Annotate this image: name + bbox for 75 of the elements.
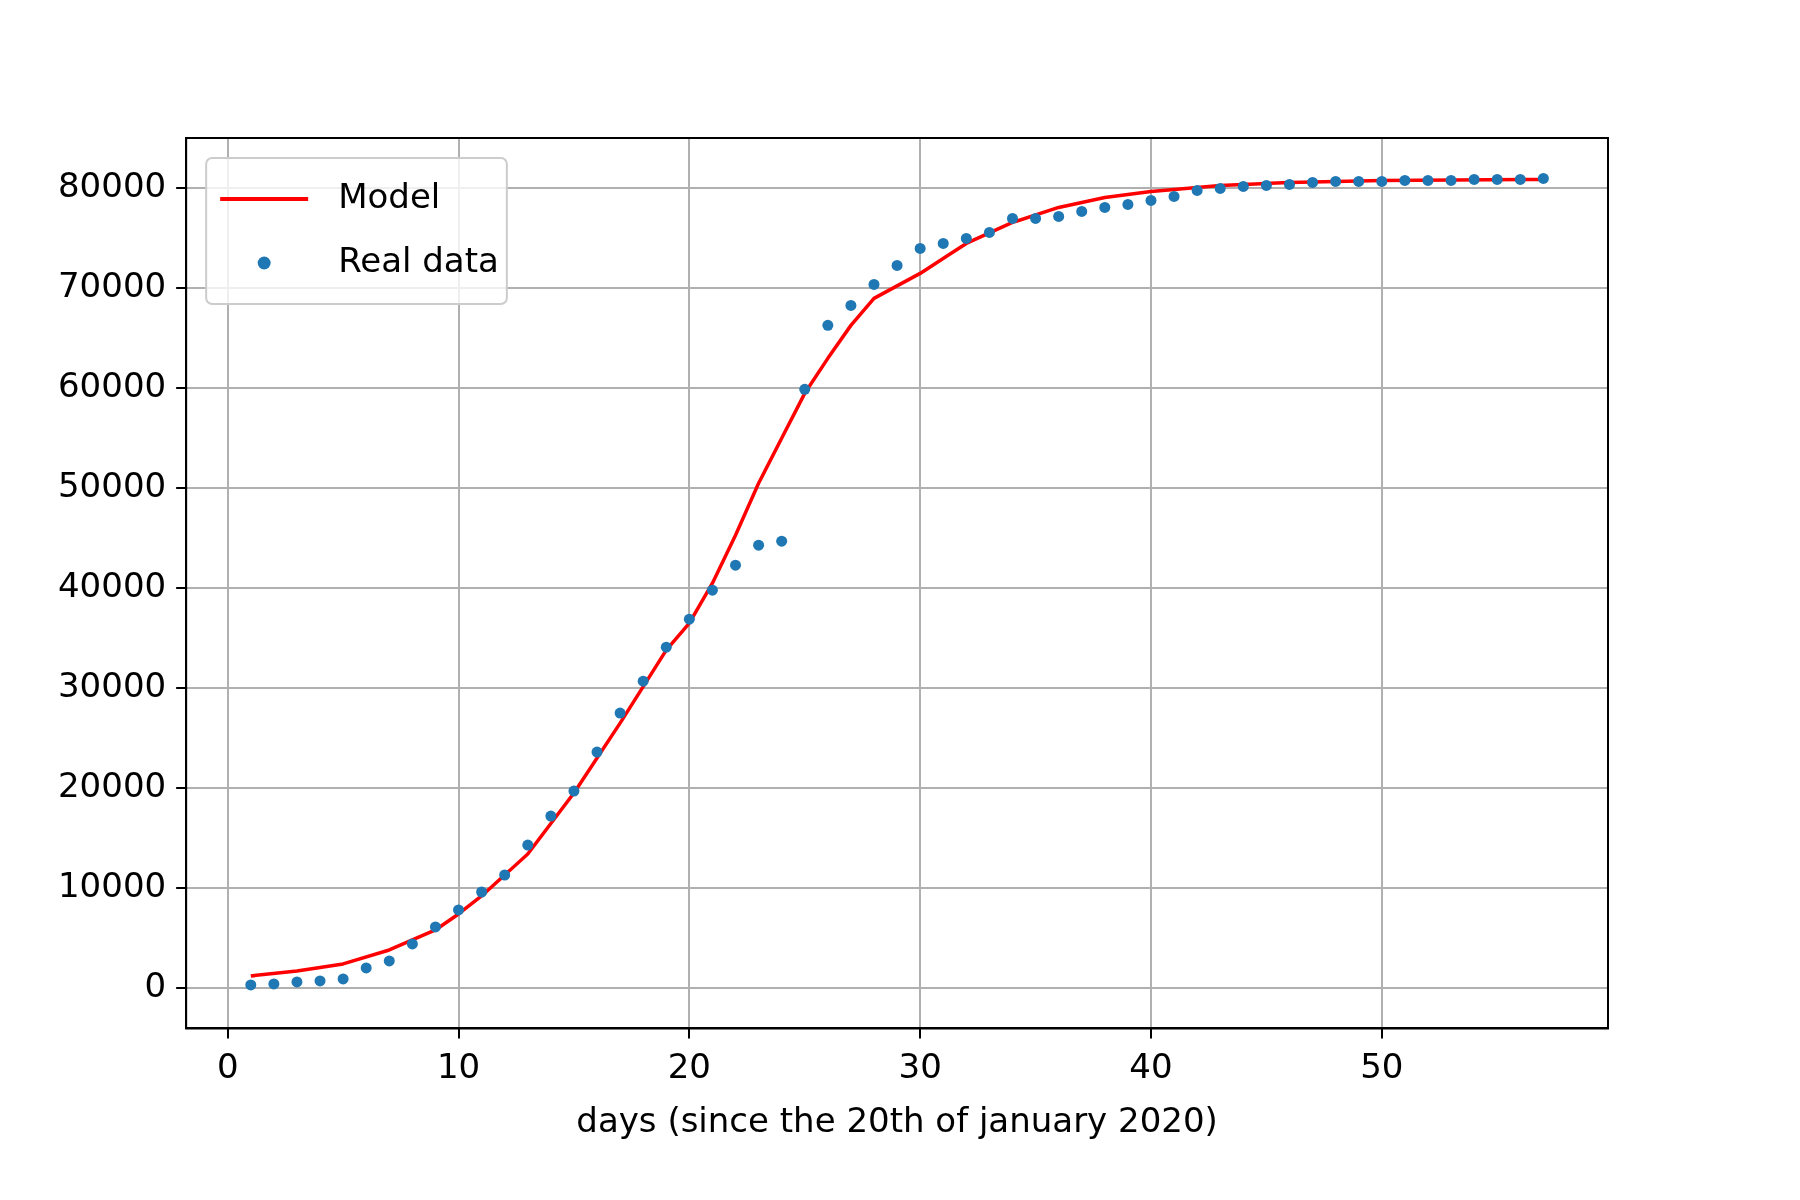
point	[914, 242, 926, 254]
point	[1006, 212, 1018, 224]
point	[1214, 182, 1226, 194]
point	[730, 559, 742, 571]
y-tick-label: 0	[144, 964, 167, 1005]
x-tick-label: 50	[1360, 1045, 1404, 1086]
point	[822, 319, 834, 331]
point	[845, 299, 857, 311]
y-tick-label: 10000	[57, 864, 167, 905]
y-tick-label: 50000	[57, 465, 167, 506]
point	[706, 584, 718, 596]
point	[1145, 194, 1157, 206]
point	[568, 785, 580, 797]
point	[1307, 176, 1319, 188]
legend-label: Model	[338, 175, 441, 216]
point	[1260, 179, 1272, 191]
point	[429, 921, 441, 933]
point	[1053, 210, 1065, 222]
point	[337, 973, 349, 985]
point	[245, 979, 257, 991]
y-tick-label: 60000	[57, 365, 167, 406]
point	[1399, 174, 1411, 186]
point	[799, 383, 811, 395]
point	[1353, 175, 1365, 187]
y-tick-label: 30000	[57, 664, 167, 705]
point	[1514, 173, 1526, 185]
x-tick-label: 40	[1129, 1045, 1173, 1086]
point	[776, 535, 788, 547]
point	[1168, 190, 1180, 202]
point	[1122, 198, 1134, 210]
point	[1376, 175, 1388, 187]
point	[545, 810, 557, 822]
point	[683, 613, 695, 625]
point	[383, 955, 395, 967]
point	[660, 641, 672, 653]
y-tick-label: 70000	[57, 265, 167, 306]
point	[1330, 175, 1342, 187]
point	[1030, 212, 1042, 224]
point	[1422, 174, 1434, 186]
point	[1537, 172, 1549, 184]
x-tick-label: 20	[667, 1045, 711, 1086]
point	[1191, 184, 1203, 196]
point	[360, 962, 372, 974]
point	[614, 707, 626, 719]
point	[291, 976, 303, 988]
point	[937, 237, 949, 249]
x-axis-title: days (since the 20th of january 2020)	[576, 1100, 1218, 1141]
point	[591, 746, 603, 758]
point	[960, 232, 972, 244]
y-tick-label: 40000	[57, 565, 167, 606]
point	[753, 539, 765, 551]
x-tick-label: 10	[436, 1045, 481, 1086]
point	[1468, 173, 1480, 185]
point	[1076, 205, 1088, 217]
point	[522, 839, 534, 851]
point	[1099, 201, 1111, 213]
point	[891, 259, 903, 271]
point	[637, 675, 649, 687]
point	[1491, 173, 1503, 185]
point	[499, 869, 511, 881]
point	[476, 886, 488, 898]
point	[983, 226, 995, 238]
point	[453, 904, 465, 916]
point	[314, 975, 326, 987]
point	[268, 978, 280, 990]
point	[1237, 180, 1249, 192]
point	[1283, 178, 1295, 190]
point	[1445, 174, 1457, 186]
y-tick-label: 20000	[57, 764, 167, 805]
x-tick-label: 30	[898, 1045, 942, 1086]
x-tick-label: 0	[216, 1045, 239, 1086]
point	[406, 938, 418, 950]
y-tick-label: 80000	[57, 165, 167, 206]
legend-label: Real data	[338, 239, 499, 280]
point	[868, 278, 880, 290]
